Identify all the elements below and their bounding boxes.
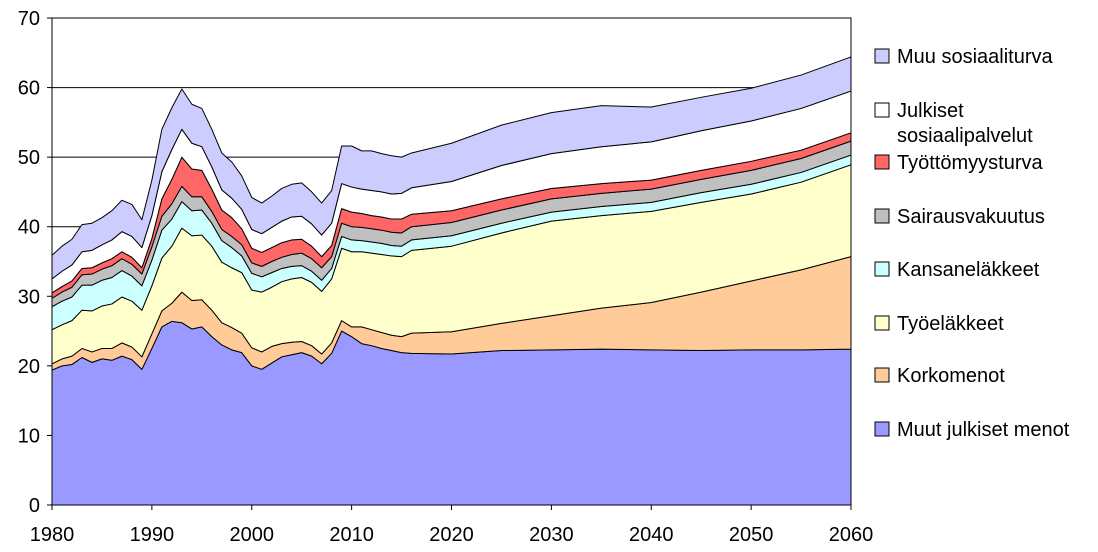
y-tick-label: 10 — [18, 425, 40, 447]
y-tick-label: 50 — [18, 147, 40, 169]
legend-label: Kansaneläkkeet — [897, 259, 1040, 281]
legend-label: Sairausvakuutus — [897, 206, 1045, 228]
y-tick-label: 30 — [18, 286, 40, 308]
y-tick-label: 70 — [18, 8, 40, 30]
legend-swatch — [874, 154, 890, 170]
x-tick-label: 2060 — [829, 524, 874, 546]
x-tick-label: 2000 — [230, 524, 275, 546]
legend: Muu sosiaaliturva Julkiset sosiaalipalvelu… — [874, 46, 1070, 441]
legend-label: Muut julkiset menot — [897, 419, 1070, 441]
legend-swatch — [874, 315, 890, 331]
x-tick-label: 1990 — [130, 524, 175, 546]
x-tick-label: 2040 — [629, 524, 674, 546]
y-tick-label: 0 — [29, 495, 40, 517]
legend-swatch — [874, 421, 890, 437]
y-tick-label: 60 — [18, 78, 40, 100]
legend-swatch — [874, 48, 890, 64]
legend-swatch — [874, 367, 890, 383]
legend-swatch — [874, 261, 890, 277]
legend-label: Julkiset sosiaalipalvelut — [897, 100, 1033, 147]
legend-label: Muu sosiaaliturva — [897, 46, 1054, 68]
area-series — [51, 56, 852, 506]
x-axis-ticks: 1980 1990 2000 2010 2020 2030 2040 2050 2060 — [30, 505, 874, 546]
x-tick-label: 2010 — [329, 524, 374, 546]
x-tick-label: 1980 — [30, 524, 75, 546]
y-axis-ticks: 0 10 20 30 40 50 60 70 — [18, 8, 52, 517]
legend-label: Työttömyysturva — [897, 152, 1043, 174]
legend-swatch — [874, 102, 890, 118]
x-tick-label: 2030 — [529, 524, 574, 546]
legend-swatch — [874, 208, 890, 224]
y-tick-label: 40 — [18, 217, 40, 239]
legend-label: Työeläkkeet — [897, 313, 1004, 335]
x-tick-label: 2020 — [429, 524, 474, 546]
x-tick-label: 2050 — [729, 524, 774, 546]
legend-label: Korkomenot — [897, 365, 1005, 387]
y-tick-label: 20 — [18, 356, 40, 378]
